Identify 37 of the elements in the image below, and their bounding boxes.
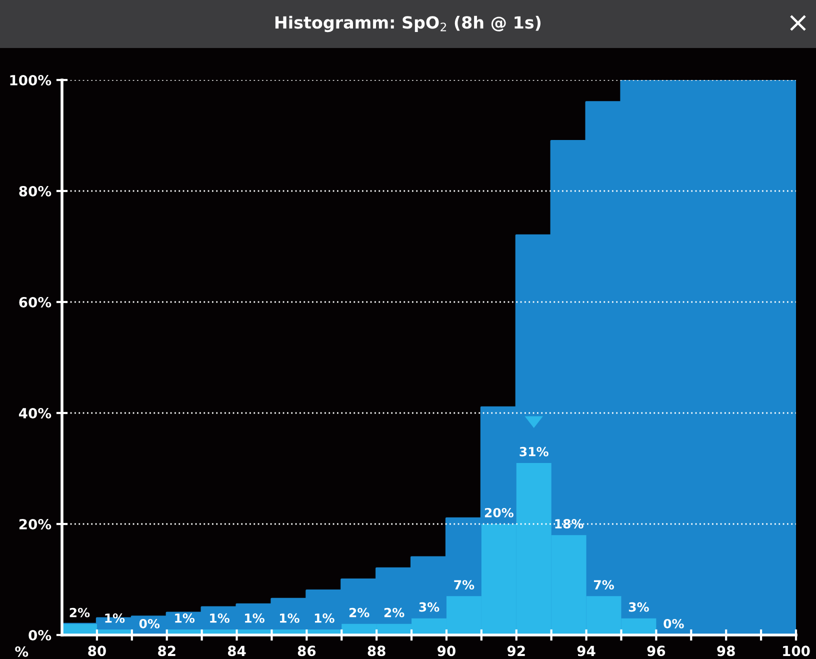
y-tick-label: 20%: [19, 518, 52, 530]
x-tick-label: 100: [783, 646, 810, 656]
y-tick-label: 60%: [19, 296, 52, 308]
x-tick-label: 94: [577, 646, 596, 656]
data-label: 7%: [454, 580, 474, 590]
data-label: 2%: [70, 608, 90, 618]
y-tick-label: 100%: [10, 74, 52, 86]
x-tick-label: 80: [88, 646, 106, 656]
x-tick-label: 82: [158, 646, 176, 656]
chart-title: Histogramm: SpO$_{2}$ (8h @ 1s): [275, 16, 541, 32]
data-label: 20%: [484, 508, 514, 518]
x-tick-label: 98: [717, 646, 735, 656]
data-label: 2%: [349, 608, 370, 618]
x-tick-label: 90: [438, 646, 456, 656]
data-label: 0%: [664, 618, 684, 628]
data-label: 0%: [139, 618, 160, 628]
data-label: 3%: [628, 602, 649, 612]
x-tick-label: 92: [507, 646, 525, 656]
data-label: 7%: [594, 580, 614, 590]
data-label: 31%: [520, 446, 548, 456]
data-label: 18%: [555, 519, 584, 529]
x-axis-title: %: [15, 646, 28, 657]
data-label: 1%: [280, 613, 300, 623]
data-label: 1%: [314, 613, 334, 623]
y-tick-label: 80%: [19, 186, 52, 196]
x-tick-label: 84: [228, 646, 246, 656]
data-label: 1%: [175, 613, 195, 623]
data-label: 1%: [210, 613, 230, 623]
x-tick-label: 86: [298, 646, 316, 656]
x-tick-label: 88: [368, 646, 386, 656]
y-tick-label: 0%: [28, 630, 52, 640]
y-tick-label: 40%: [18, 408, 52, 418]
text: ×: [790, 15, 806, 31]
data-label: 2%: [384, 608, 404, 618]
x-tick-label: 96: [647, 646, 666, 656]
data-label: 1%: [245, 613, 264, 623]
data-label: 3%: [419, 602, 440, 612]
